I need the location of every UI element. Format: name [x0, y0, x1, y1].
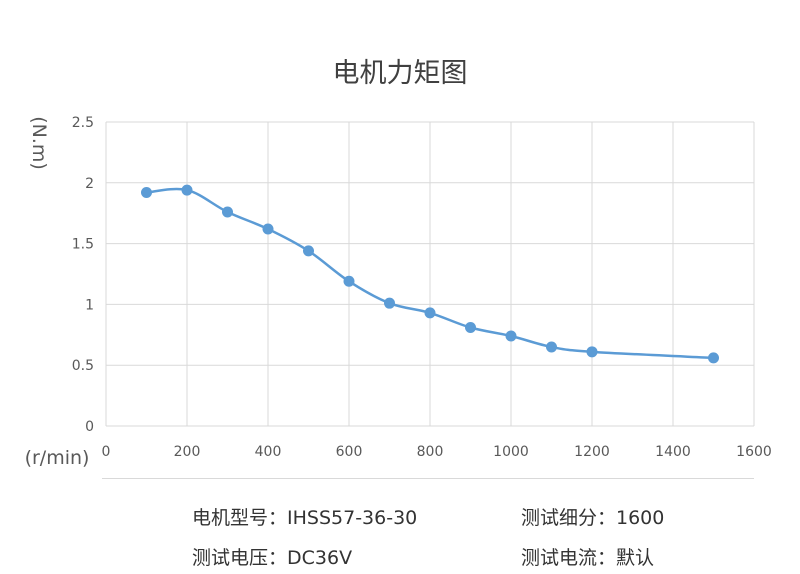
data-point	[343, 275, 355, 287]
spec-test-voltage: 测试电压：DC36V	[192, 547, 353, 569]
data-point	[465, 322, 476, 334]
y-tick-label: 0.5	[72, 358, 94, 374]
x-tick-label: 1600	[736, 444, 772, 460]
spec-test-current: 测试电流：默认	[521, 547, 655, 569]
y-tick-label: 0	[85, 419, 94, 435]
data-point	[303, 245, 314, 257]
x-tick-label: 1200	[574, 444, 610, 460]
spec-motor-model: 电机型号：IHSS57-36-30	[192, 507, 418, 529]
x-tick-label: 600	[336, 444, 363, 460]
x-tick-label: 0	[102, 444, 111, 460]
chart-title: 电机力矩图	[333, 58, 468, 89]
spec-test-subdivision: 测试细分：1600	[521, 507, 665, 529]
y-tick-label: 2.5	[72, 115, 94, 131]
data-point	[181, 184, 193, 196]
axis-ticks: 0 200 400 600 800 1000 1200 1400 1600 0 0.5 1 1.5 2 2.…	[72, 115, 772, 460]
x-tick-label: 200	[174, 444, 201, 460]
data-point	[222, 206, 233, 218]
data-point	[708, 352, 719, 364]
torque-chart: 电机力矩图 0 200 400 600 800 1000 1200 1400 1600 0 0.5 1…	[25, 58, 772, 469]
data-point	[546, 341, 557, 353]
data-point	[424, 307, 436, 319]
x-tick-label: 400	[255, 444, 282, 460]
data-point	[384, 297, 395, 309]
y-tick-label: 2	[85, 176, 94, 192]
y-axis-label: (N.m)	[28, 116, 50, 170]
data-point	[141, 187, 152, 199]
data-point	[586, 346, 598, 358]
x-tick-label: 1000	[493, 444, 529, 460]
y-tick-label: 1	[85, 297, 94, 313]
section-divider	[102, 478, 754, 479]
data-point	[505, 330, 517, 342]
x-tick-label: 1400	[655, 444, 691, 460]
x-axis-label: (r/min)	[25, 447, 90, 469]
y-tick-label: 1.5	[72, 237, 94, 253]
grid-lines	[105, 121, 755, 427]
x-tick-label: 800	[417, 444, 444, 460]
data-points	[141, 184, 719, 364]
data-point	[262, 223, 274, 235]
